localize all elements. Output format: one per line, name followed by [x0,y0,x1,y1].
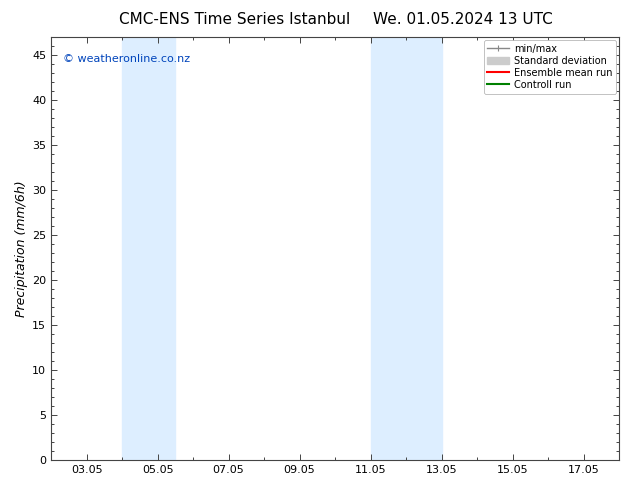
Legend: min/max, Standard deviation, Ensemble mean run, Controll run: min/max, Standard deviation, Ensemble me… [484,40,616,94]
Text: © weatheronline.co.nz: © weatheronline.co.nz [63,54,190,64]
Bar [122,37,176,460]
Bar [370,37,441,460]
Text: We. 01.05.2024 13 UTC: We. 01.05.2024 13 UTC [373,12,553,27]
Y-axis label: Precipitation (mm/6h): Precipitation (mm/6h) [15,180,28,317]
Text: CMC-ENS Time Series Istanbul: CMC-ENS Time Series Istanbul [119,12,350,27]
